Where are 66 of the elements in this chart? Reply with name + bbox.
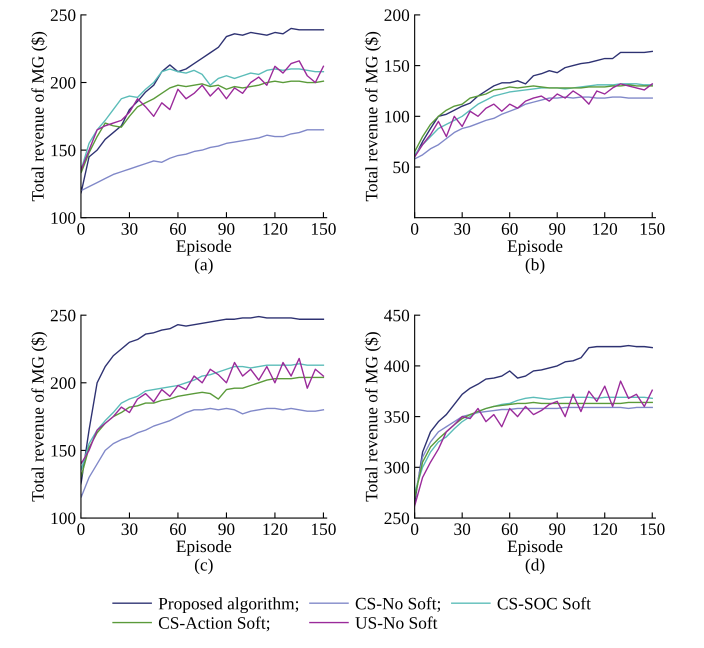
y-tick-label: 50 (393, 162, 410, 174)
x-tick-label: 30 (122, 523, 138, 536)
x-axis-title: Episode (176, 240, 232, 256)
legend-label: CS-No Soft; (356, 597, 440, 612)
x-tick-label: 120 (263, 223, 288, 235)
line-series (414, 96, 653, 160)
y-tick-label: 450 (384, 310, 410, 322)
x-tick-label: 150 (640, 223, 665, 235)
line-series (80, 129, 324, 192)
y-tick-label: 150 (52, 144, 76, 156)
legend-label: Proposed algorithm; (158, 597, 298, 614)
x-axis-title: Episode (176, 540, 232, 556)
y-tick-label: 250 (50, 9, 76, 22)
x-tick-label: 90 (218, 223, 234, 235)
text: (d) (526, 558, 544, 574)
line-series (414, 344, 653, 504)
y-tick-label: 100 (385, 110, 410, 123)
x-tick-label: 30 (454, 523, 470, 536)
y-tick-label: 100 (52, 512, 76, 524)
y-tick-label: 250 (384, 512, 410, 524)
line-series (414, 380, 653, 507)
x-tick-label: 0 (410, 523, 418, 536)
x-axis-title: Episode (508, 240, 562, 256)
x-tick-label: 0 (410, 223, 418, 235)
x-tick-label: 30 (454, 223, 470, 235)
y-tick-label: 150 (385, 60, 410, 72)
y-tick-label: 150 (52, 444, 76, 457)
x-tick-label: 60 (502, 523, 518, 536)
x-tick-label: 60 (170, 523, 186, 536)
x-tick-label: 60 (502, 223, 518, 235)
x-tick-label: 60 (170, 223, 186, 235)
y-tick-label: 200 (50, 377, 76, 389)
x-tick-label: 150 (312, 223, 336, 235)
y-axis-title: Total revenue of MG ($) (364, 332, 381, 502)
legend-label: US-No Soft (355, 616, 438, 629)
y-tick-label: 200 (384, 9, 410, 22)
x-tick-label: 120 (593, 223, 618, 235)
x-tick-label: 0 (77, 523, 85, 536)
y-axis-title: Total revenue of MG ($) (364, 32, 381, 202)
legend-label: CS-Action Soft; (158, 616, 270, 632)
x-tick-label: 150 (640, 523, 665, 536)
x-tick-label: 120 (263, 523, 288, 536)
x-tick-label: 90 (218, 523, 234, 536)
y-axis-title: Total revenue of MG ($) (31, 32, 48, 202)
y-axis-title: Total revenue of MG ($) (31, 332, 48, 502)
line-series (80, 376, 324, 478)
x-tick-label: 90 (549, 223, 566, 235)
line-series (80, 408, 324, 498)
x-tick-label: 30 (122, 223, 138, 235)
line-series (80, 316, 324, 485)
text: (a) (194, 258, 213, 274)
y-tick-label: 300 (384, 462, 410, 474)
x-tick-label: 120 (593, 523, 618, 536)
legend-label: CS-SOC Soft (498, 597, 591, 610)
x-axis-title: Episode (508, 540, 562, 556)
y-tick-label: 200 (50, 76, 76, 89)
x-tick-label: 0 (77, 223, 85, 235)
text: (b) (526, 258, 544, 274)
y-tick-label: 250 (50, 310, 76, 322)
y-tick-label: 100 (52, 212, 76, 224)
x-tick-label: 90 (549, 523, 566, 536)
x-tick-label: 150 (312, 523, 336, 536)
y-tick-label: 350 (384, 411, 410, 423)
text: (c) (194, 558, 213, 574)
line-series (80, 28, 324, 194)
y-tick-label: 400 (384, 360, 410, 372)
